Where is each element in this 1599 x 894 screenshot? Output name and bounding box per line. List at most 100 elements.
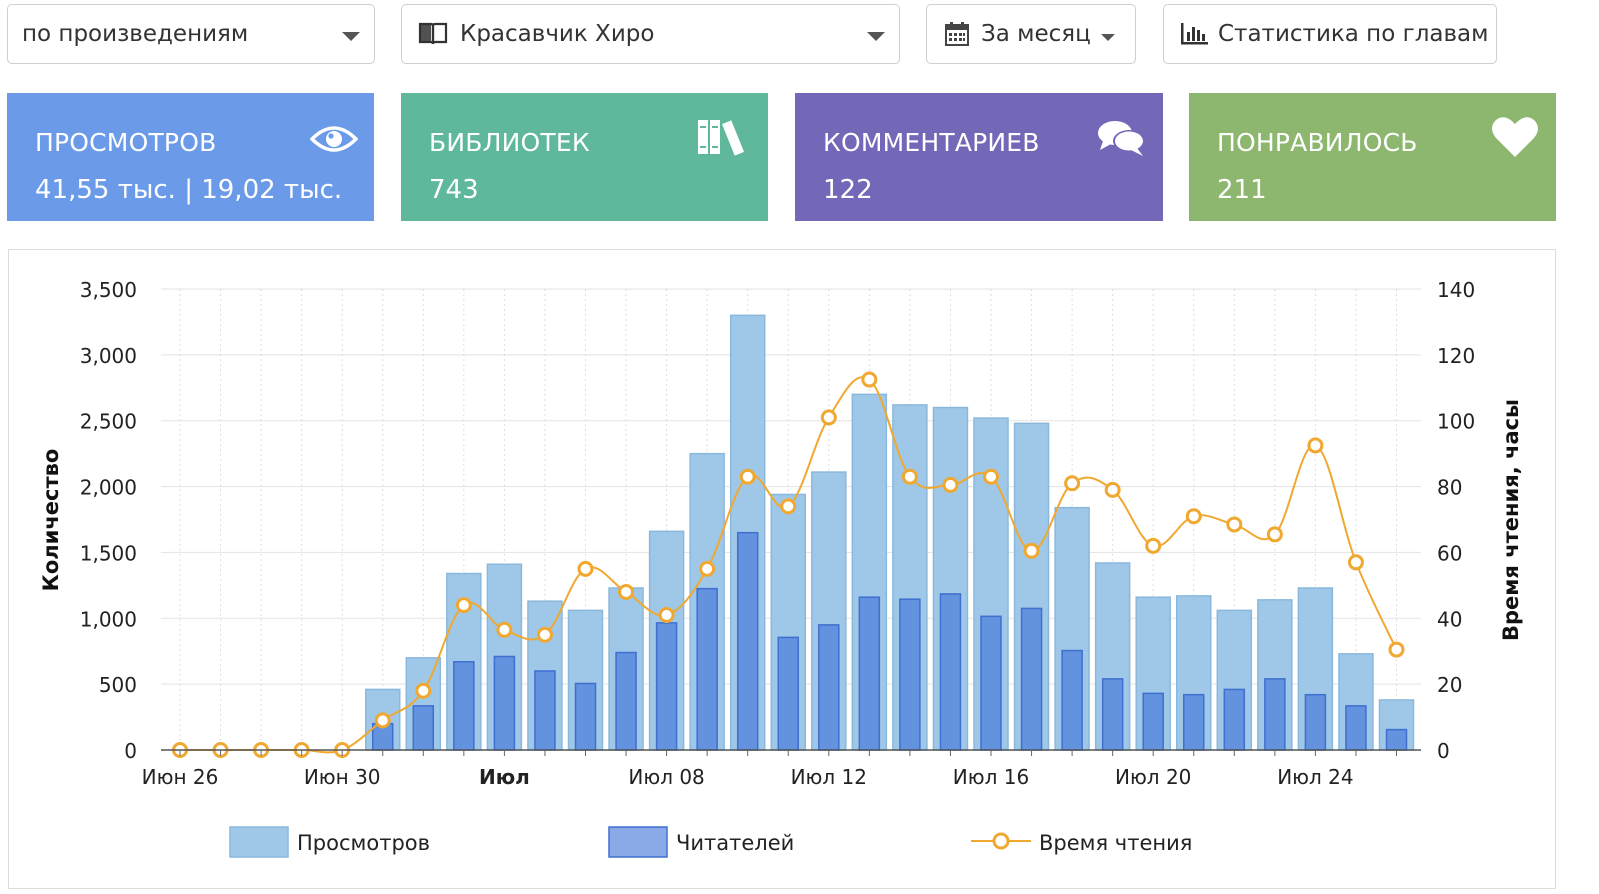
y-axis-title: Количество <box>39 449 63 592</box>
readers-bar <box>534 670 556 751</box>
x-tick-label: Июл 16 <box>953 765 1029 789</box>
x-tick-label: Июл <box>479 765 530 789</box>
work-select[interactable]: Красавчик Хиро <box>401 4 900 64</box>
comments-card-value: 122 <box>823 175 873 205</box>
y-tick-label: 3,000 <box>80 344 137 368</box>
readers-bar <box>736 531 759 751</box>
readers-bar <box>939 593 962 751</box>
y2-tick-label: 40 <box>1437 607 1462 631</box>
reading-time-point <box>536 626 553 643</box>
books-icon <box>697 118 751 160</box>
y2-tick-label: 20 <box>1437 673 1462 697</box>
legend-readers-label: Читателей <box>676 831 794 855</box>
bar-chart-icon <box>1180 23 1208 45</box>
reading-time-point <box>820 409 837 426</box>
legend-time-label: Время чтения <box>1039 831 1192 855</box>
y2-tick-label: 60 <box>1437 541 1462 565</box>
libraries-card: БИБЛИОТЕК 743 <box>401 93 768 221</box>
reading-time-point <box>1023 542 1040 559</box>
y-tick-label: 500 <box>99 673 137 697</box>
views-card: ПРОСМОТРОВ 41,55 тыс. | 19,02 тыс. <box>7 93 374 221</box>
readers-bar <box>818 624 840 751</box>
reading-time-point <box>374 712 391 729</box>
legend-views-label: Просмотров <box>297 831 430 855</box>
readers-bar <box>1142 692 1164 751</box>
y-tick-label: 2,500 <box>80 410 137 434</box>
reading-time-point <box>942 476 959 493</box>
chart-axes: 0 500 1,000 1,500 2,000 2,500 3,000 3,500 0 20 40 6… <box>39 278 1523 789</box>
reading-time-point <box>983 468 999 485</box>
readers-bar <box>1345 705 1367 751</box>
x-tick-label: Июн 26 <box>142 765 219 789</box>
comments-card: КОММЕНТАРИЕВ 122 <box>795 93 1163 221</box>
reading-time-point <box>1145 537 1162 554</box>
readers-bar <box>1304 693 1327 751</box>
period-select[interactable]: За месяц <box>926 4 1136 64</box>
chapter-stats-label: Статистика по главам <box>1218 21 1489 47</box>
reading-time-point <box>1226 516 1243 533</box>
y-tick-label: 2,000 <box>80 476 137 500</box>
likes-card-title: ПОНРАВИЛОСЬ <box>1217 128 1418 157</box>
readers-bar <box>1385 728 1408 751</box>
group-by-select[interactable]: по произведениям <box>7 4 375 64</box>
period-label: За месяц <box>981 21 1091 47</box>
chevron-down-icon <box>1101 34 1115 41</box>
reading-time-point <box>1388 641 1405 658</box>
reading-time-path <box>179 376 1398 754</box>
likes-card-value: 211 <box>1217 175 1267 205</box>
chart-legend: Просмотров Читателей Время чтения <box>229 826 1192 858</box>
x-tick-label: Июл 24 <box>1277 765 1353 789</box>
reading-time-point <box>1307 437 1324 454</box>
readers-bars <box>372 531 1408 751</box>
eye-icon <box>309 123 359 159</box>
reading-time-point <box>901 468 918 485</box>
readers-bar <box>1183 693 1205 751</box>
readers-bar <box>574 682 597 751</box>
y2-tick-label: 120 <box>1437 344 1475 368</box>
reading-time-point <box>618 583 635 600</box>
comments-icon <box>1097 119 1147 163</box>
reading-time-point <box>739 468 756 485</box>
reading-time-point <box>1347 554 1364 571</box>
y-tick-label: 0 <box>124 739 137 763</box>
reading-time-point <box>1185 508 1202 525</box>
chart-panel: 0 500 1,000 1,500 2,000 2,500 3,000 3,500 0 20 40 6… <box>8 249 1556 889</box>
readers-bar <box>1223 688 1246 751</box>
views-bars <box>365 314 1415 751</box>
y2-tick-label: 80 <box>1437 476 1462 500</box>
x-tick-label: Июн 30 <box>304 765 381 789</box>
chapter-stats-button[interactable]: Статистика по главам <box>1163 4 1497 64</box>
y-tick-label: 1,500 <box>80 541 137 565</box>
legend-time-marker <box>992 832 1010 850</box>
readers-bar <box>615 651 637 751</box>
stats-chart: 0 500 1,000 1,500 2,000 2,500 3,000 3,500 0 20 40 6… <box>39 278 1523 858</box>
reading-time-point <box>780 498 797 515</box>
x-tick-label: Июл 20 <box>1115 765 1191 789</box>
reading-time-point <box>455 597 472 614</box>
readers-bar <box>493 655 516 751</box>
reading-time-line <box>172 371 1405 758</box>
readers-bar <box>453 661 475 751</box>
reading-time-point <box>658 606 675 623</box>
y2-axis-title: Время чтения, часы <box>1499 399 1523 641</box>
readers-bar <box>777 636 799 751</box>
readers-bar <box>858 596 881 751</box>
heart-icon <box>1491 115 1539 163</box>
likes-card: ПОНРАВИЛОСЬ 211 <box>1189 93 1556 221</box>
x-tick-label: Июл 08 <box>628 765 704 789</box>
chevron-down-icon <box>867 32 885 41</box>
readers-bar <box>696 587 718 751</box>
readers-bar <box>655 622 678 751</box>
readers-bar <box>899 598 921 751</box>
libraries-card-value: 743 <box>429 175 479 205</box>
book-icon <box>418 21 448 47</box>
y-tick-label: 3,500 <box>80 278 137 302</box>
y2-tick-label: 140 <box>1437 278 1475 302</box>
views-card-title: ПРОСМОТРОВ <box>35 128 217 157</box>
chevron-down-icon <box>342 32 360 41</box>
y2-tick-label: 0 <box>1437 739 1450 763</box>
readers-bar <box>1020 607 1043 751</box>
calendar-icon <box>945 22 969 46</box>
readers-bar <box>1061 649 1083 751</box>
reading-time-point <box>1064 475 1081 492</box>
